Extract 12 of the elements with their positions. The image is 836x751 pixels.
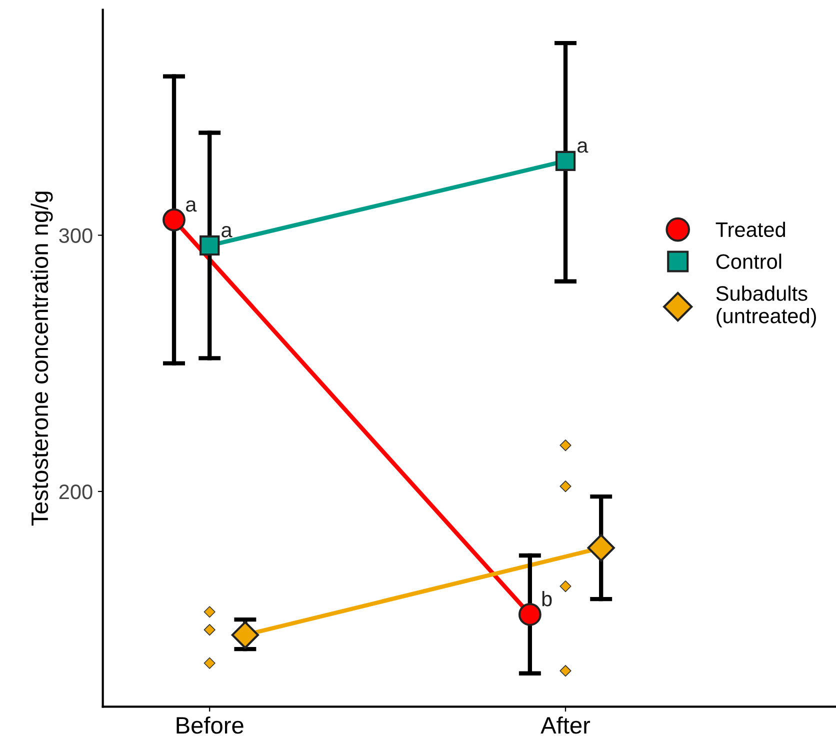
y-tick-label: 300 — [59, 228, 92, 243]
x-tick-label: Before — [176, 716, 244, 734]
data-label: a — [222, 226, 232, 238]
legend-label: Subadults (untreated) — [716, 286, 816, 328]
y-tick-label: 200 — [59, 484, 92, 500]
data-label: a — [578, 141, 588, 153]
x-tick-label: After — [540, 716, 590, 734]
data-label: b — [542, 591, 552, 606]
legend-label: Control — [716, 254, 782, 269]
legend-label: Treated — [716, 222, 786, 238]
y-axis-title: Testosterone concentration ng/g — [30, 192, 53, 526]
data-label: a — [186, 200, 197, 212]
